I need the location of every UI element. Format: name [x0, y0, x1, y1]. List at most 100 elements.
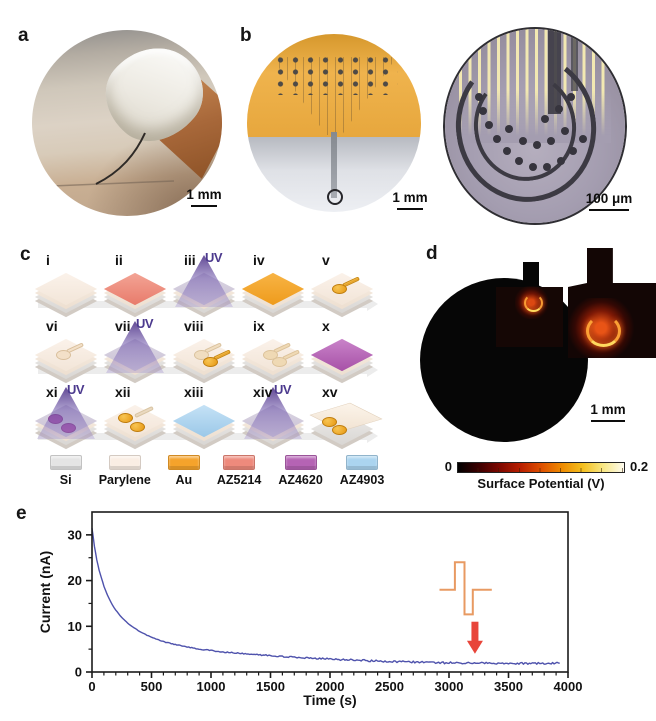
pattern-ornaments [310, 387, 374, 449]
pattern-ornaments [310, 255, 374, 317]
uv-label: UV [205, 250, 223, 265]
panel-d-label: d [426, 243, 438, 264]
process-step-label: xii [115, 384, 131, 400]
scale-bar-b1-line [397, 207, 423, 211]
legend-item-Si: Si [49, 455, 82, 487]
svg-text:1000: 1000 [197, 679, 226, 694]
process-step-label: viii [184, 318, 204, 334]
gold-traces [459, 29, 611, 144]
process-step-label: vii [115, 318, 131, 334]
scale-bar-a: 1 mm [182, 187, 226, 208]
process-step-label: x [322, 318, 330, 334]
svg-text:4000: 4000 [554, 679, 583, 694]
process-step-xi: xi UV [34, 382, 98, 450]
legend-swatch [346, 455, 379, 470]
legend-item-AZ5214: AZ5214 [217, 455, 261, 487]
probe-filament [51, 132, 175, 187]
uv-label: UV [274, 382, 292, 397]
svg-text:Time (s): Time (s) [303, 692, 356, 708]
process-step-iii: iii UV [172, 250, 236, 318]
dark-trace-band [547, 29, 561, 115]
dark-trace-band-2 [571, 29, 578, 92]
svg-text:2500: 2500 [375, 679, 404, 694]
process-step-ix: ixUV [241, 318, 305, 384]
process-step-label: ix [253, 318, 265, 334]
electrode-crescent [524, 294, 543, 312]
legend-swatch [284, 455, 317, 470]
panel-a-label: a [18, 25, 29, 46]
process-step-label: xiii [184, 384, 204, 400]
svg-text:0: 0 [75, 665, 82, 680]
legend-item-Parylene: Parylene [99, 455, 151, 487]
process-step-label: v [322, 252, 330, 268]
svg-text:Current (nA): Current (nA) [37, 551, 53, 633]
scale-bar-b2-text: 100 μm [585, 191, 633, 206]
process-step-v: vUV [310, 252, 374, 318]
colorbar [457, 462, 625, 473]
process-step-viii: viiiUV [172, 318, 236, 384]
scale-bar-a-text: 1 mm [186, 187, 222, 202]
scale-bar-d: 1 mm [584, 402, 632, 423]
legend-label: Si [59, 473, 72, 487]
panel-e-current-chart: e 0 500 1000 1500 2000 2500 3000 3500 4000 0 10 20 3… [0, 490, 656, 721]
process-step-label: iii [184, 252, 196, 268]
legend-label: AZ5214 [216, 473, 262, 487]
process-step-xiv: xiv UV [241, 382, 305, 450]
legend-item-Au: Au [167, 455, 200, 487]
svg-text:2000: 2000 [316, 679, 345, 694]
electrode-sites [445, 29, 453, 37]
micrograph-electrode-tip [443, 27, 627, 225]
materials-legend: Si Parylene Au AZ5214 AZ4620 AZ4903 [12, 455, 422, 487]
panel-a: a 1 mm [0, 0, 232, 240]
process-step-xii: xiiUV [103, 384, 167, 450]
scale-bar-b1-text: 1 mm [392, 190, 428, 205]
panel-c-label: c [20, 244, 31, 265]
svg-text:20: 20 [68, 573, 82, 588]
panel-b: b 1 mm 100 μm [232, 0, 656, 240]
photo-electrode-array [247, 34, 421, 212]
process-step-x: xUV [310, 318, 374, 384]
process-step-label: xv [322, 384, 338, 400]
pattern-ornaments [241, 321, 305, 383]
scale-bar-d-text: 1 mm [590, 402, 626, 417]
legend-swatch [167, 455, 200, 470]
pattern-ornaments [103, 255, 167, 317]
process-step-label: xi [46, 384, 58, 400]
panel-d-kpfm-map: d 1 mm 0 0.2 Surface Potential (V) [420, 240, 656, 492]
svg-text:3000: 3000 [435, 679, 464, 694]
legend-item-AZ4903: AZ4903 [340, 455, 384, 487]
tip-marker-circle [327, 188, 343, 205]
process-step-label: vi [46, 318, 58, 334]
colorbar-ticks [458, 468, 624, 472]
scale-bar-d-line [591, 419, 625, 423]
scale-bar-b2-line [589, 208, 629, 212]
process-row: viUV vii UV viiiUVixUVxUV [34, 316, 374, 384]
svg-text:0: 0 [88, 679, 95, 694]
legend-label: AZ4620 [278, 473, 323, 487]
process-row: iUViiUViiiUVivUVvUV [34, 250, 374, 318]
svg-text:30: 30 [68, 527, 82, 542]
process-step-xv: xvUV [309, 384, 383, 450]
scale-bar-b1: 1 mm [388, 190, 432, 211]
process-row: xiUVxiiUVxiiiUVxivUVxvUV [34, 382, 383, 450]
kpfm-zoom-inset [568, 248, 656, 358]
panel-c-fabrication-process: c iUViiUViiiUVivUVvUV viUVviiUVviiiUVixU… [12, 243, 422, 495]
process-step-i: iUV [34, 252, 98, 318]
electrode-crescent-zoom [586, 315, 621, 347]
legend-label: Au [175, 473, 193, 487]
svg-text:3500: 3500 [494, 679, 523, 694]
uv-label: UV [67, 382, 85, 397]
pattern-ornaments [172, 387, 236, 449]
pattern-ornaments [172, 321, 236, 383]
process-step-vii: vii UV [103, 316, 167, 384]
current-decay-chart: 0 500 1000 1500 2000 2500 3000 3500 4000 0 10 20 30 T… [37, 511, 583, 708]
legend-swatch [49, 455, 82, 470]
pattern-ornaments [310, 321, 374, 383]
pattern-ornaments [241, 255, 305, 317]
legend-label: AZ4903 [339, 473, 385, 487]
process-step-xiii: xiiiUV [172, 384, 236, 450]
colorbar-min: 0 [444, 459, 452, 474]
probe-shank [331, 131, 337, 198]
